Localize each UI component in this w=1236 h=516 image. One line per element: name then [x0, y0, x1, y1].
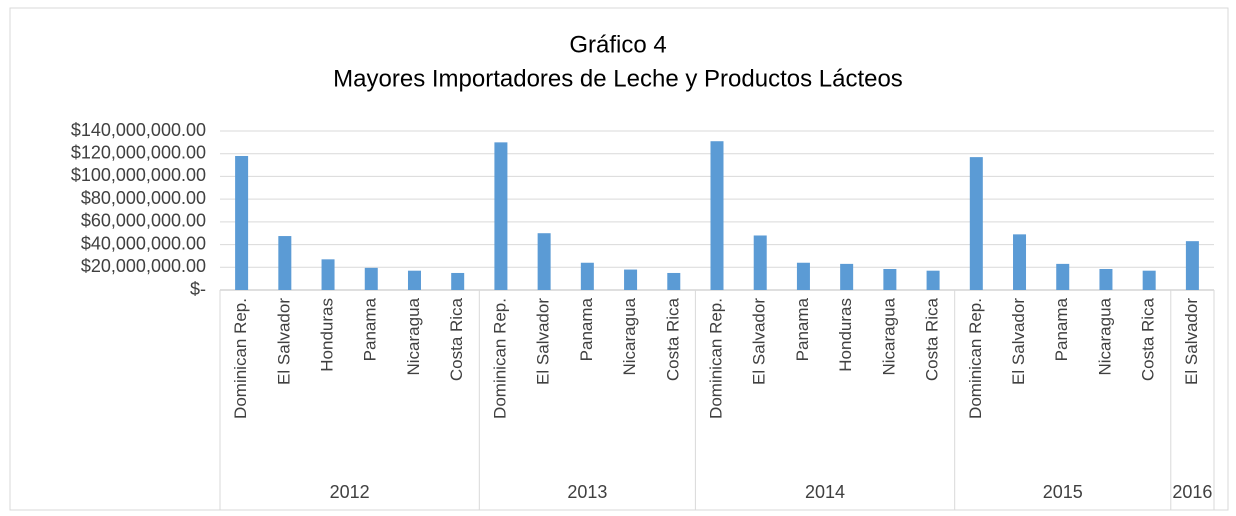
x-tick-label: Dominican Rep.: [231, 298, 250, 419]
bar: [451, 272, 465, 290]
x-tick-label: El Salvador: [274, 298, 293, 385]
x-tick-label: El Salvador: [534, 298, 553, 385]
x-tick-label: Dominican Rep.: [706, 298, 725, 419]
bar: [1099, 268, 1113, 290]
bar: [710, 141, 724, 290]
bar: [364, 267, 378, 290]
y-tick-label: $20,000,000.00: [81, 256, 206, 276]
x-tick-label: Costa Rica: [663, 297, 682, 381]
x-tick-label: Panama: [1052, 297, 1071, 361]
x-tick-label: Nicaragua: [1095, 297, 1114, 375]
bar: [1013, 234, 1027, 290]
y-tick-label: $140,000,000.00: [71, 120, 206, 140]
y-tick-label: $120,000,000.00: [71, 142, 206, 162]
bar: [624, 269, 638, 290]
group-label: 2014: [805, 482, 845, 502]
x-tick-label: Panama: [577, 297, 596, 361]
bar: [321, 259, 335, 290]
x-tick-label: Costa Rica: [1139, 297, 1158, 381]
x-tick-label: Costa Rica: [447, 297, 466, 381]
x-tick-label: El Salvador: [1009, 298, 1028, 385]
bar: [926, 270, 940, 290]
chart-subtitle: Mayores Importadores de Leche y Producto…: [333, 65, 903, 92]
bar: [840, 263, 854, 290]
x-tick-label: El Salvador: [1182, 298, 1201, 385]
bar: [407, 270, 421, 290]
bar: [796, 262, 810, 290]
y-tick-label: $60,000,000.00: [81, 211, 206, 231]
y-tick-label: $-: [190, 279, 206, 299]
bar: [235, 155, 249, 290]
bar: [969, 157, 983, 290]
bar: [537, 233, 551, 290]
y-tick-label: $100,000,000.00: [71, 165, 206, 185]
x-tick-label: Panama: [361, 297, 380, 361]
x-tick-label: Honduras: [318, 298, 337, 372]
x-tick-label: Nicaragua: [879, 297, 898, 375]
bar: [278, 236, 292, 290]
group-label: 2012: [330, 482, 370, 502]
bar: [1185, 241, 1199, 290]
x-tick-label: Costa Rica: [923, 297, 942, 381]
bar: [667, 272, 681, 290]
x-tick-label: Dominican Rep.: [966, 298, 985, 419]
bar: [753, 235, 767, 290]
group-label: 2015: [1043, 482, 1083, 502]
x-tick-label: Panama: [793, 297, 812, 361]
bar: [580, 262, 594, 290]
chart-title: Gráfico 4: [569, 31, 666, 58]
bar: [494, 142, 508, 290]
x-tick-label: Honduras: [836, 298, 855, 372]
x-tick-label: Nicaragua: [404, 297, 423, 375]
y-tick-label: $40,000,000.00: [81, 233, 206, 253]
group-label: 2016: [1172, 482, 1212, 502]
group-label: 2013: [567, 482, 607, 502]
bar: [1142, 270, 1156, 290]
bar: [883, 268, 897, 290]
x-tick-label: Nicaragua: [620, 297, 639, 375]
y-tick-label: $80,000,000.00: [81, 188, 206, 208]
x-tick-label: Dominican Rep.: [490, 298, 509, 419]
bar: [1056, 263, 1070, 290]
x-tick-label: El Salvador: [750, 298, 769, 385]
